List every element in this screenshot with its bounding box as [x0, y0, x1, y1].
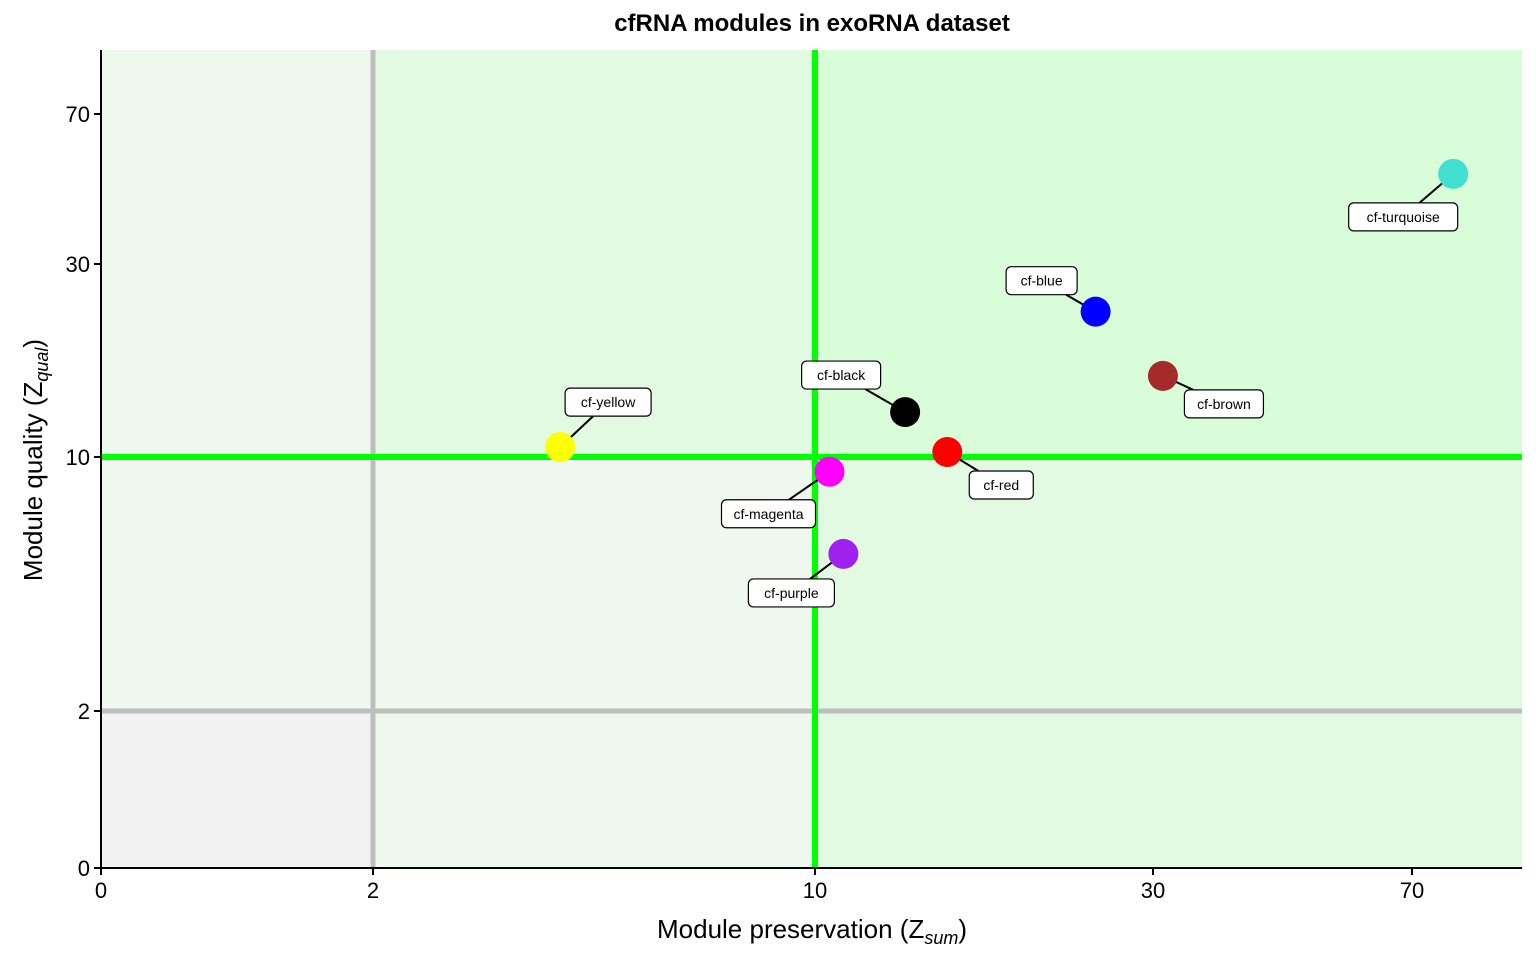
x-axis-title: Module preservation (Zsum): [657, 914, 967, 948]
chart-title: cfRNA modules in exoRNA dataset: [614, 10, 1010, 37]
point-label: cf-magenta: [733, 506, 803, 522]
y-tick-label: 2: [78, 699, 90, 724]
data-point: [890, 397, 921, 428]
x-tick-label: 0: [95, 878, 107, 903]
point-label: cf-yellow: [581, 394, 636, 410]
label-connector: [864, 388, 895, 407]
label-connector: [788, 478, 820, 501]
x-tick-label: 2: [367, 878, 379, 903]
y-axis-title-main: Module quality (Z: [18, 382, 48, 582]
point-label-box: [747, 578, 835, 608]
y-axis-title: Module quality (Zqual): [18, 339, 52, 581]
label-connector: [957, 457, 979, 472]
data-point: [1080, 296, 1111, 327]
data-point: [814, 456, 845, 487]
label-connector: [1065, 293, 1085, 307]
point-label-box: [968, 470, 1034, 500]
region-high-high: [815, 50, 1522, 457]
label-connector: [1418, 181, 1444, 204]
x-tick-label: 70: [1400, 878, 1424, 903]
label-connector: [1174, 380, 1194, 391]
y-axis-title-close: ): [18, 339, 48, 348]
x-axis-title-close: ): [958, 914, 967, 944]
point-label-box: [1005, 266, 1078, 296]
axes: 0 2 10 30 70 0 2 10 30 70: [66, 50, 1522, 903]
x-tick-label: 10: [803, 878, 827, 903]
x-axis-title-sub: sum: [924, 928, 958, 948]
point-labels: cf-turquoise cf-blue cf-brown cf-black cf-re…: [564, 181, 1459, 608]
y-tick-label: 70: [66, 102, 90, 127]
label-connector: [568, 415, 594, 439]
point-label-box: [801, 360, 882, 390]
region-low-low: [101, 711, 373, 868]
point-label: cf-black: [817, 367, 866, 383]
region-right-lower: [815, 457, 1522, 868]
point-label: cf-brown: [1197, 396, 1251, 412]
y-tick-label: 30: [66, 252, 90, 277]
data-point: [1438, 158, 1469, 189]
point-label-box: [564, 387, 652, 417]
data-points: [545, 158, 1469, 569]
point-label: cf-turquoise: [1367, 209, 1440, 225]
point-label-box: [1183, 389, 1265, 419]
point-label: cf-purple: [764, 585, 819, 601]
data-point: [828, 538, 859, 569]
data-point: [932, 436, 963, 467]
point-label-box: [720, 499, 817, 529]
data-point: [545, 432, 576, 463]
point-label: cf-blue: [1021, 273, 1063, 289]
point-label-box: [1348, 202, 1459, 232]
x-axis-title-main: Module preservation (Z: [657, 914, 924, 944]
label-connector: [809, 560, 834, 580]
y-tick-label: 0: [78, 856, 90, 881]
data-point: [1147, 360, 1178, 391]
y-axis-title-sub: qual: [32, 347, 52, 382]
y-tick-label: 10: [66, 445, 90, 470]
threshold-lines: [101, 50, 1522, 868]
point-label: cf-red: [983, 477, 1019, 493]
x-tick-label: 30: [1141, 878, 1165, 903]
